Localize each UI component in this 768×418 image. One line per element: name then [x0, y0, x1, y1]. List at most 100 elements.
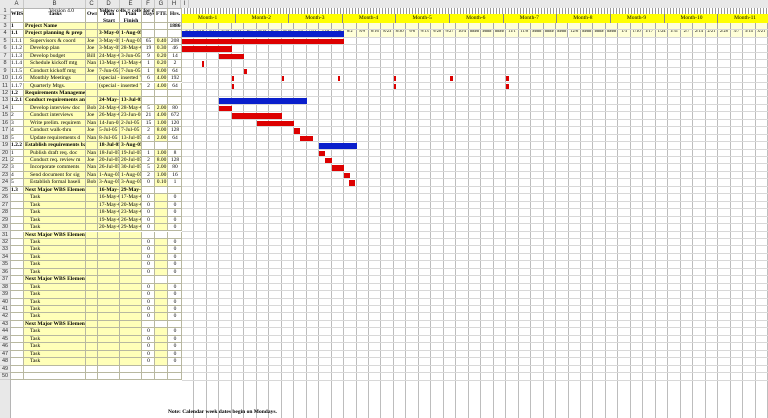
cell-ftes[interactable]: 0.20 [155, 60, 168, 68]
cell-wbs[interactable]: 1.1.5 [10, 67, 24, 76]
cell-wbs[interactable] [10, 238, 24, 247]
cell-ftes[interactable]: 0.40 [155, 37, 168, 46]
cell-days[interactable]: 0 [142, 343, 155, 351]
row-number[interactable]: 18 [0, 134, 10, 143]
cell-wbs[interactable]: 1.1.7 [10, 82, 24, 90]
cell-task[interactable]: Conduct kickoff mtg [24, 67, 86, 76]
cell-start[interactable]: 7-Jun-05 [98, 67, 120, 76]
cell-days[interactable]: 0 [142, 268, 155, 277]
row-number[interactable]: 6 [0, 45, 10, 53]
cell-finish[interactable]: 28-May-05 [120, 104, 142, 113]
cell-owner[interactable] [86, 30, 98, 38]
cell-owner[interactable] [86, 224, 98, 232]
cell-hrs[interactable]: 80 [168, 164, 182, 172]
cell-wbs[interactable] [10, 261, 24, 269]
row-number[interactable]: 33 [0, 246, 10, 254]
row-number[interactable]: 22 [0, 164, 10, 172]
cell-wbs[interactable] [10, 209, 24, 217]
cell-wbs[interactable] [10, 328, 24, 336]
row-number[interactable]: 11 [0, 83, 10, 90]
cell-finish[interactable] [120, 253, 142, 262]
cell-owner[interactable]: Nan [86, 134, 98, 143]
row-number[interactable]: 7 [0, 53, 10, 61]
cell-start[interactable]: 8-Jul-05 [98, 134, 120, 143]
cell-days[interactable]: 1 [142, 67, 155, 76]
cell-days[interactable]: 0 [142, 358, 155, 366]
cell-task[interactable]: Develop interview doc [24, 104, 86, 113]
cell-wbs[interactable] [10, 201, 24, 210]
cell-hrs[interactable]: 0 [168, 335, 182, 344]
cell-start[interactable]: 1-Aug-05 [98, 171, 120, 180]
cell-ftes[interactable] [155, 343, 168, 351]
cell-start[interactable] [98, 246, 120, 254]
cell-task[interactable]: Establish formal baseli [24, 179, 86, 187]
cell-wbs[interactable] [10, 194, 24, 202]
cell-task[interactable]: Project Name [24, 22, 86, 31]
cell-start[interactable]: 24-May-05 [98, 52, 120, 61]
cell-finish[interactable]: 30-Jul-05 [120, 164, 142, 172]
cell-owner[interactable] [86, 268, 98, 277]
cell-ftes[interactable] [155, 246, 168, 254]
cell-ftes[interactable]: 2.00 [155, 164, 168, 172]
cell-hrs[interactable]: 64 [168, 134, 182, 143]
cell-days[interactable]: 9 [142, 52, 155, 61]
cell-finish[interactable]: 1-Aug-05 [120, 30, 142, 38]
cell-start[interactable]: 26-May-05 [98, 112, 120, 120]
cell-ftes[interactable] [155, 30, 168, 38]
cell-ftes[interactable] [155, 231, 168, 239]
cell-wbs[interactable] [10, 335, 24, 344]
cell-ftes[interactable] [155, 261, 168, 269]
cell-finish[interactable] [120, 268, 142, 277]
cell-ftes[interactable] [155, 89, 168, 98]
cell-wbs[interactable]: 1.1.6 [10, 75, 24, 83]
cell-task[interactable]: Task [24, 350, 86, 359]
cell-hrs[interactable]: 0 [168, 313, 182, 321]
cell-hrs[interactable] [168, 276, 182, 284]
cell-wbs[interactable]: 1 [10, 149, 24, 157]
cell-finish[interactable] [120, 276, 142, 284]
row-number[interactable]: 25 [0, 186, 10, 195]
cell-hrs[interactable]: 0 [168, 209, 182, 217]
cell-start[interactable]: 24-May-05 [98, 97, 120, 105]
cell-ftes[interactable]: 1.00 [155, 149, 168, 157]
cell-ftes[interactable]: 2.00 [155, 104, 168, 113]
cell-start[interactable]: 18-Jul-05 [98, 142, 120, 150]
row-number[interactable]: 21 [0, 157, 10, 165]
cell-owner[interactable]: Nan [86, 60, 98, 68]
cell-wbs[interactable]: 1 [10, 22, 24, 31]
row-number[interactable]: 28 [0, 209, 10, 217]
row-number[interactable]: 48 [0, 358, 10, 366]
cell-start[interactable] [98, 268, 120, 277]
cell-start[interactable]: 3-May-05 [98, 30, 120, 38]
row-number[interactable]: 13 [0, 97, 10, 105]
cell-days[interactable]: 0 [142, 253, 155, 262]
cell-owner[interactable] [86, 231, 98, 239]
cell-ftes[interactable] [155, 350, 168, 359]
cell-ftes[interactable]: 8.00 [155, 67, 168, 76]
cell-hrs[interactable]: 0 [168, 216, 182, 225]
cell-hrs[interactable]: 16 [168, 171, 182, 180]
cell-days[interactable] [142, 365, 155, 374]
row-number[interactable]: 26 [0, 194, 10, 202]
cell-days[interactable] [142, 320, 155, 329]
cell-finish[interactable]: 7-Jun-05 [120, 67, 142, 76]
cell-wbs[interactable]: 4 [10, 171, 24, 180]
cell-days[interactable]: 0 [142, 291, 155, 299]
cell-finish[interactable]: 3-Aug-05 [120, 142, 142, 150]
cell-task[interactable]: Task [24, 313, 86, 321]
cell-finish[interactable]: 29-May-05 [120, 186, 142, 195]
cell-task[interactable] [24, 373, 86, 381]
cell-days[interactable]: 0 [142, 328, 155, 336]
cell-hrs[interactable]: 0 [168, 343, 182, 351]
cell-ftes[interactable] [155, 238, 168, 247]
cell-days[interactable]: 65 [142, 37, 155, 46]
cell-hrs[interactable]: 0 [168, 350, 182, 359]
cell-task[interactable]: Task [24, 224, 86, 232]
cell-start[interactable]: 26-Jul-05 [98, 164, 120, 172]
cell-hrs[interactable]: 80 [168, 104, 182, 113]
cell-owner[interactable] [86, 350, 98, 359]
row-number[interactable]: 38 [0, 283, 10, 292]
cell-start[interactable] [98, 350, 120, 359]
cell-owner[interactable]: Joe [86, 45, 98, 53]
cell-task[interactable]: Conduct walk-thru [24, 127, 86, 135]
